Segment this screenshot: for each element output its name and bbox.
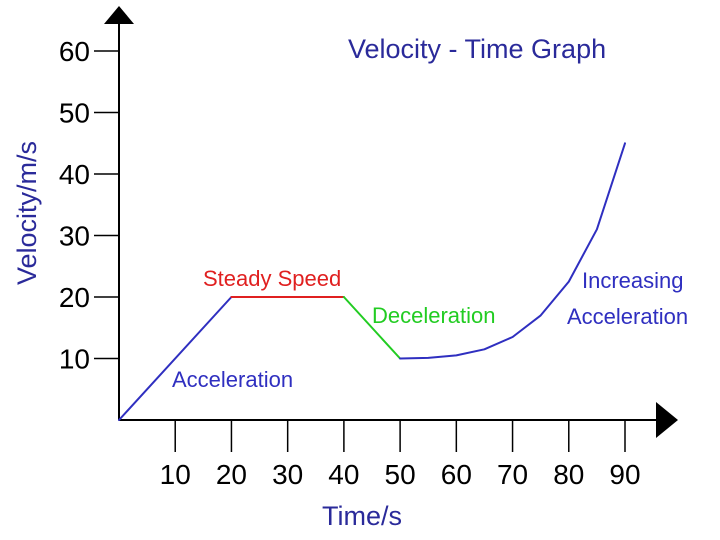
- y-tick-label: 30: [59, 221, 90, 252]
- x-tick-label: 60: [441, 459, 472, 490]
- y-tick-label: 10: [59, 344, 90, 375]
- x-tick-label: 50: [385, 459, 416, 490]
- axes: [104, 6, 678, 438]
- y-tick-label: 40: [59, 159, 90, 190]
- x-tick-label: 90: [609, 459, 640, 490]
- labels: Velocity - Time Graph Time/s Velocity/m/…: [12, 34, 606, 531]
- x-tick-label: 70: [497, 459, 528, 490]
- x-tick-label: 20: [216, 459, 247, 490]
- y-tick-label: 50: [59, 98, 90, 129]
- segment-increasing-acceleration: [399, 142, 626, 360]
- segment-acceleration: [118, 296, 233, 421]
- annotation-acceleration: Acceleration: [172, 367, 293, 392]
- ticks: 10 20 30 40 50 60 70 80 90 10 20 30 40 50 60: [59, 36, 641, 490]
- x-tick-label: 40: [328, 459, 359, 490]
- annotation-increasing: Increasing: [582, 268, 684, 293]
- x-axis-label: Time/s: [322, 501, 402, 531]
- x-tick-label: 80: [553, 459, 584, 490]
- x-tick-label: 30: [272, 459, 303, 490]
- series: [118, 142, 626, 421]
- y-tick-label: 20: [59, 282, 90, 313]
- x-tick-label: 10: [160, 459, 191, 490]
- y-tick-label: 60: [59, 36, 90, 67]
- annotation-increasing-acceleration: Acceleration: [567, 304, 688, 329]
- annotations: Acceleration Steady Speed Deceleration I…: [172, 266, 688, 392]
- y-axis-arrow: [104, 6, 134, 24]
- chart-title: Velocity - Time Graph: [348, 34, 606, 64]
- annotation-steady-speed: Steady Speed: [203, 266, 341, 291]
- annotation-deceleration: Deceleration: [372, 303, 496, 328]
- x-axis-arrow: [656, 402, 678, 438]
- segment-deceleration: [342, 296, 402, 360]
- y-axis-label: Velocity/m/s: [12, 141, 42, 285]
